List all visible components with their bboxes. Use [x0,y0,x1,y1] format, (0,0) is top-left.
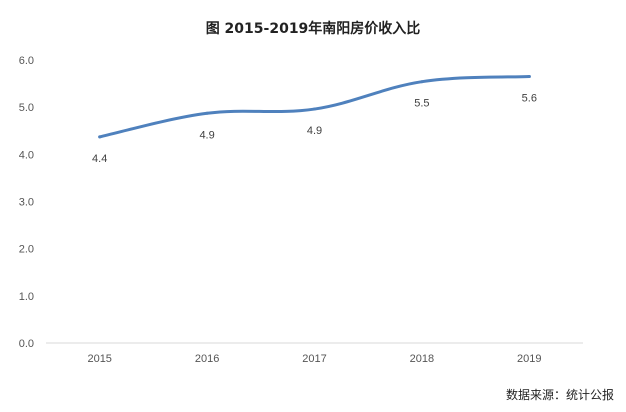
data-point [527,75,531,79]
data-label: 4.9 [199,129,214,141]
data-label: 4.9 [307,125,322,137]
y-tick-label: 2.0 [19,244,34,256]
x-tick-label: 2015 [87,353,111,365]
data-point [313,107,316,111]
data-point [98,135,102,139]
y-tick-label: 1.0 [19,291,34,303]
data-labels: 4.4 4.9 4.9 5.5 5.6 [92,93,537,165]
source-note: 数据来源：统计公报 [506,387,614,402]
x-tick-label: 2019 [517,353,541,365]
y-axis-ticks: 0.0 1.0 2.0 3.0 4.0 5.0 6.0 [19,55,34,350]
data-point [205,111,209,115]
series-group [98,75,531,139]
x-tick-label: 2017 [302,353,326,365]
x-tick-label: 2018 [410,353,434,365]
y-tick-label: 6.0 [19,55,34,67]
y-tick-label: 3.0 [19,197,34,209]
x-axis-ticks: 2015 2016 2017 2018 2019 [87,353,541,365]
y-tick-label: 5.0 [19,102,34,114]
y-tick-label: 4.0 [19,149,34,161]
y-tick-label: 0.0 [19,338,34,350]
data-label: 5.6 [522,93,537,105]
data-point [420,80,424,84]
x-tick-label: 2016 [195,353,219,365]
data-label: 4.4 [92,153,107,165]
data-label: 5.5 [414,98,429,110]
chart-title: 图 2015-2019年南阳房价收入比 [206,20,421,37]
